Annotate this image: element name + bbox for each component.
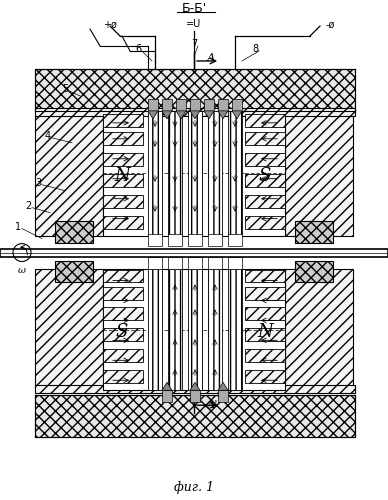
Bar bbox=[245, 288, 285, 300]
Polygon shape bbox=[204, 111, 214, 119]
Bar bbox=[148, 234, 162, 245]
Polygon shape bbox=[162, 111, 172, 119]
Polygon shape bbox=[218, 111, 228, 119]
Bar bbox=[35, 395, 355, 437]
Bar bbox=[103, 153, 143, 166]
Bar bbox=[245, 328, 285, 342]
Bar bbox=[168, 111, 182, 236]
Bar bbox=[208, 268, 222, 390]
Text: А: А bbox=[207, 53, 215, 63]
Bar bbox=[208, 111, 222, 236]
Bar bbox=[148, 268, 162, 390]
Text: =U: =U bbox=[186, 19, 202, 29]
Text: N: N bbox=[257, 324, 273, 342]
Bar bbox=[218, 99, 228, 111]
Bar bbox=[103, 350, 143, 362]
Bar bbox=[190, 99, 200, 111]
Bar bbox=[245, 350, 285, 362]
Bar bbox=[103, 216, 143, 228]
Bar bbox=[188, 111, 202, 236]
Bar bbox=[285, 111, 353, 236]
Bar bbox=[228, 268, 242, 390]
Bar bbox=[245, 153, 285, 166]
Bar bbox=[103, 270, 143, 282]
Bar bbox=[188, 256, 202, 268]
Polygon shape bbox=[162, 382, 172, 390]
Polygon shape bbox=[148, 111, 158, 119]
Bar bbox=[188, 268, 202, 390]
Bar bbox=[245, 270, 285, 282]
Bar bbox=[35, 268, 103, 390]
Polygon shape bbox=[190, 382, 200, 390]
Text: N: N bbox=[114, 166, 130, 184]
Text: 7: 7 bbox=[191, 39, 197, 49]
Text: Б-Б': Б-Б' bbox=[181, 2, 207, 15]
Bar bbox=[162, 99, 172, 111]
Bar bbox=[103, 132, 143, 145]
Text: -ø: -ø bbox=[325, 20, 335, 30]
Polygon shape bbox=[176, 111, 186, 119]
Bar bbox=[295, 260, 333, 282]
Text: 6: 6 bbox=[135, 44, 141, 54]
Bar bbox=[35, 386, 355, 393]
Text: А': А' bbox=[207, 400, 218, 410]
Bar bbox=[204, 99, 214, 111]
Bar bbox=[55, 260, 93, 282]
Text: 8: 8 bbox=[252, 44, 258, 54]
Text: +ø: +ø bbox=[103, 20, 117, 30]
Bar bbox=[190, 390, 200, 402]
Bar bbox=[103, 268, 285, 390]
Bar bbox=[168, 234, 182, 245]
Polygon shape bbox=[218, 382, 228, 390]
Bar bbox=[245, 370, 285, 384]
Bar bbox=[103, 308, 143, 320]
Bar bbox=[35, 69, 355, 111]
Bar bbox=[245, 132, 285, 145]
Bar bbox=[208, 234, 222, 245]
Bar bbox=[162, 390, 172, 402]
Bar bbox=[148, 256, 162, 268]
Bar bbox=[228, 111, 242, 236]
Bar bbox=[208, 256, 222, 268]
Bar bbox=[245, 308, 285, 320]
Bar bbox=[148, 99, 158, 111]
Bar bbox=[228, 256, 242, 268]
Text: S: S bbox=[259, 166, 271, 184]
Bar bbox=[245, 174, 285, 186]
Text: 2: 2 bbox=[25, 200, 31, 210]
Bar bbox=[103, 174, 143, 186]
Bar bbox=[295, 220, 333, 242]
Bar bbox=[245, 194, 285, 207]
Bar bbox=[0, 248, 388, 256]
Bar bbox=[103, 114, 143, 127]
Text: 1: 1 bbox=[15, 222, 21, 232]
Text: 5: 5 bbox=[62, 84, 68, 94]
Bar bbox=[103, 288, 143, 300]
Bar bbox=[188, 234, 202, 245]
Text: ω: ω bbox=[18, 266, 26, 275]
Bar bbox=[148, 111, 162, 236]
Bar bbox=[103, 328, 143, 342]
Text: S: S bbox=[116, 324, 128, 342]
Text: 3: 3 bbox=[35, 178, 41, 188]
Bar bbox=[228, 234, 242, 245]
Bar bbox=[35, 111, 103, 236]
Bar bbox=[168, 256, 182, 268]
Bar bbox=[245, 216, 285, 228]
Bar bbox=[35, 108, 355, 116]
Bar bbox=[103, 370, 143, 384]
Text: 4: 4 bbox=[45, 131, 51, 141]
Bar bbox=[176, 99, 186, 111]
Bar bbox=[103, 194, 143, 207]
Bar bbox=[285, 268, 353, 390]
Bar bbox=[168, 268, 182, 390]
Bar bbox=[245, 114, 285, 127]
Text: фиг. 1: фиг. 1 bbox=[174, 480, 214, 494]
Bar bbox=[103, 116, 285, 236]
Bar bbox=[55, 220, 93, 242]
Polygon shape bbox=[190, 111, 200, 119]
Polygon shape bbox=[232, 111, 242, 119]
Bar bbox=[232, 99, 242, 111]
Bar bbox=[218, 390, 228, 402]
